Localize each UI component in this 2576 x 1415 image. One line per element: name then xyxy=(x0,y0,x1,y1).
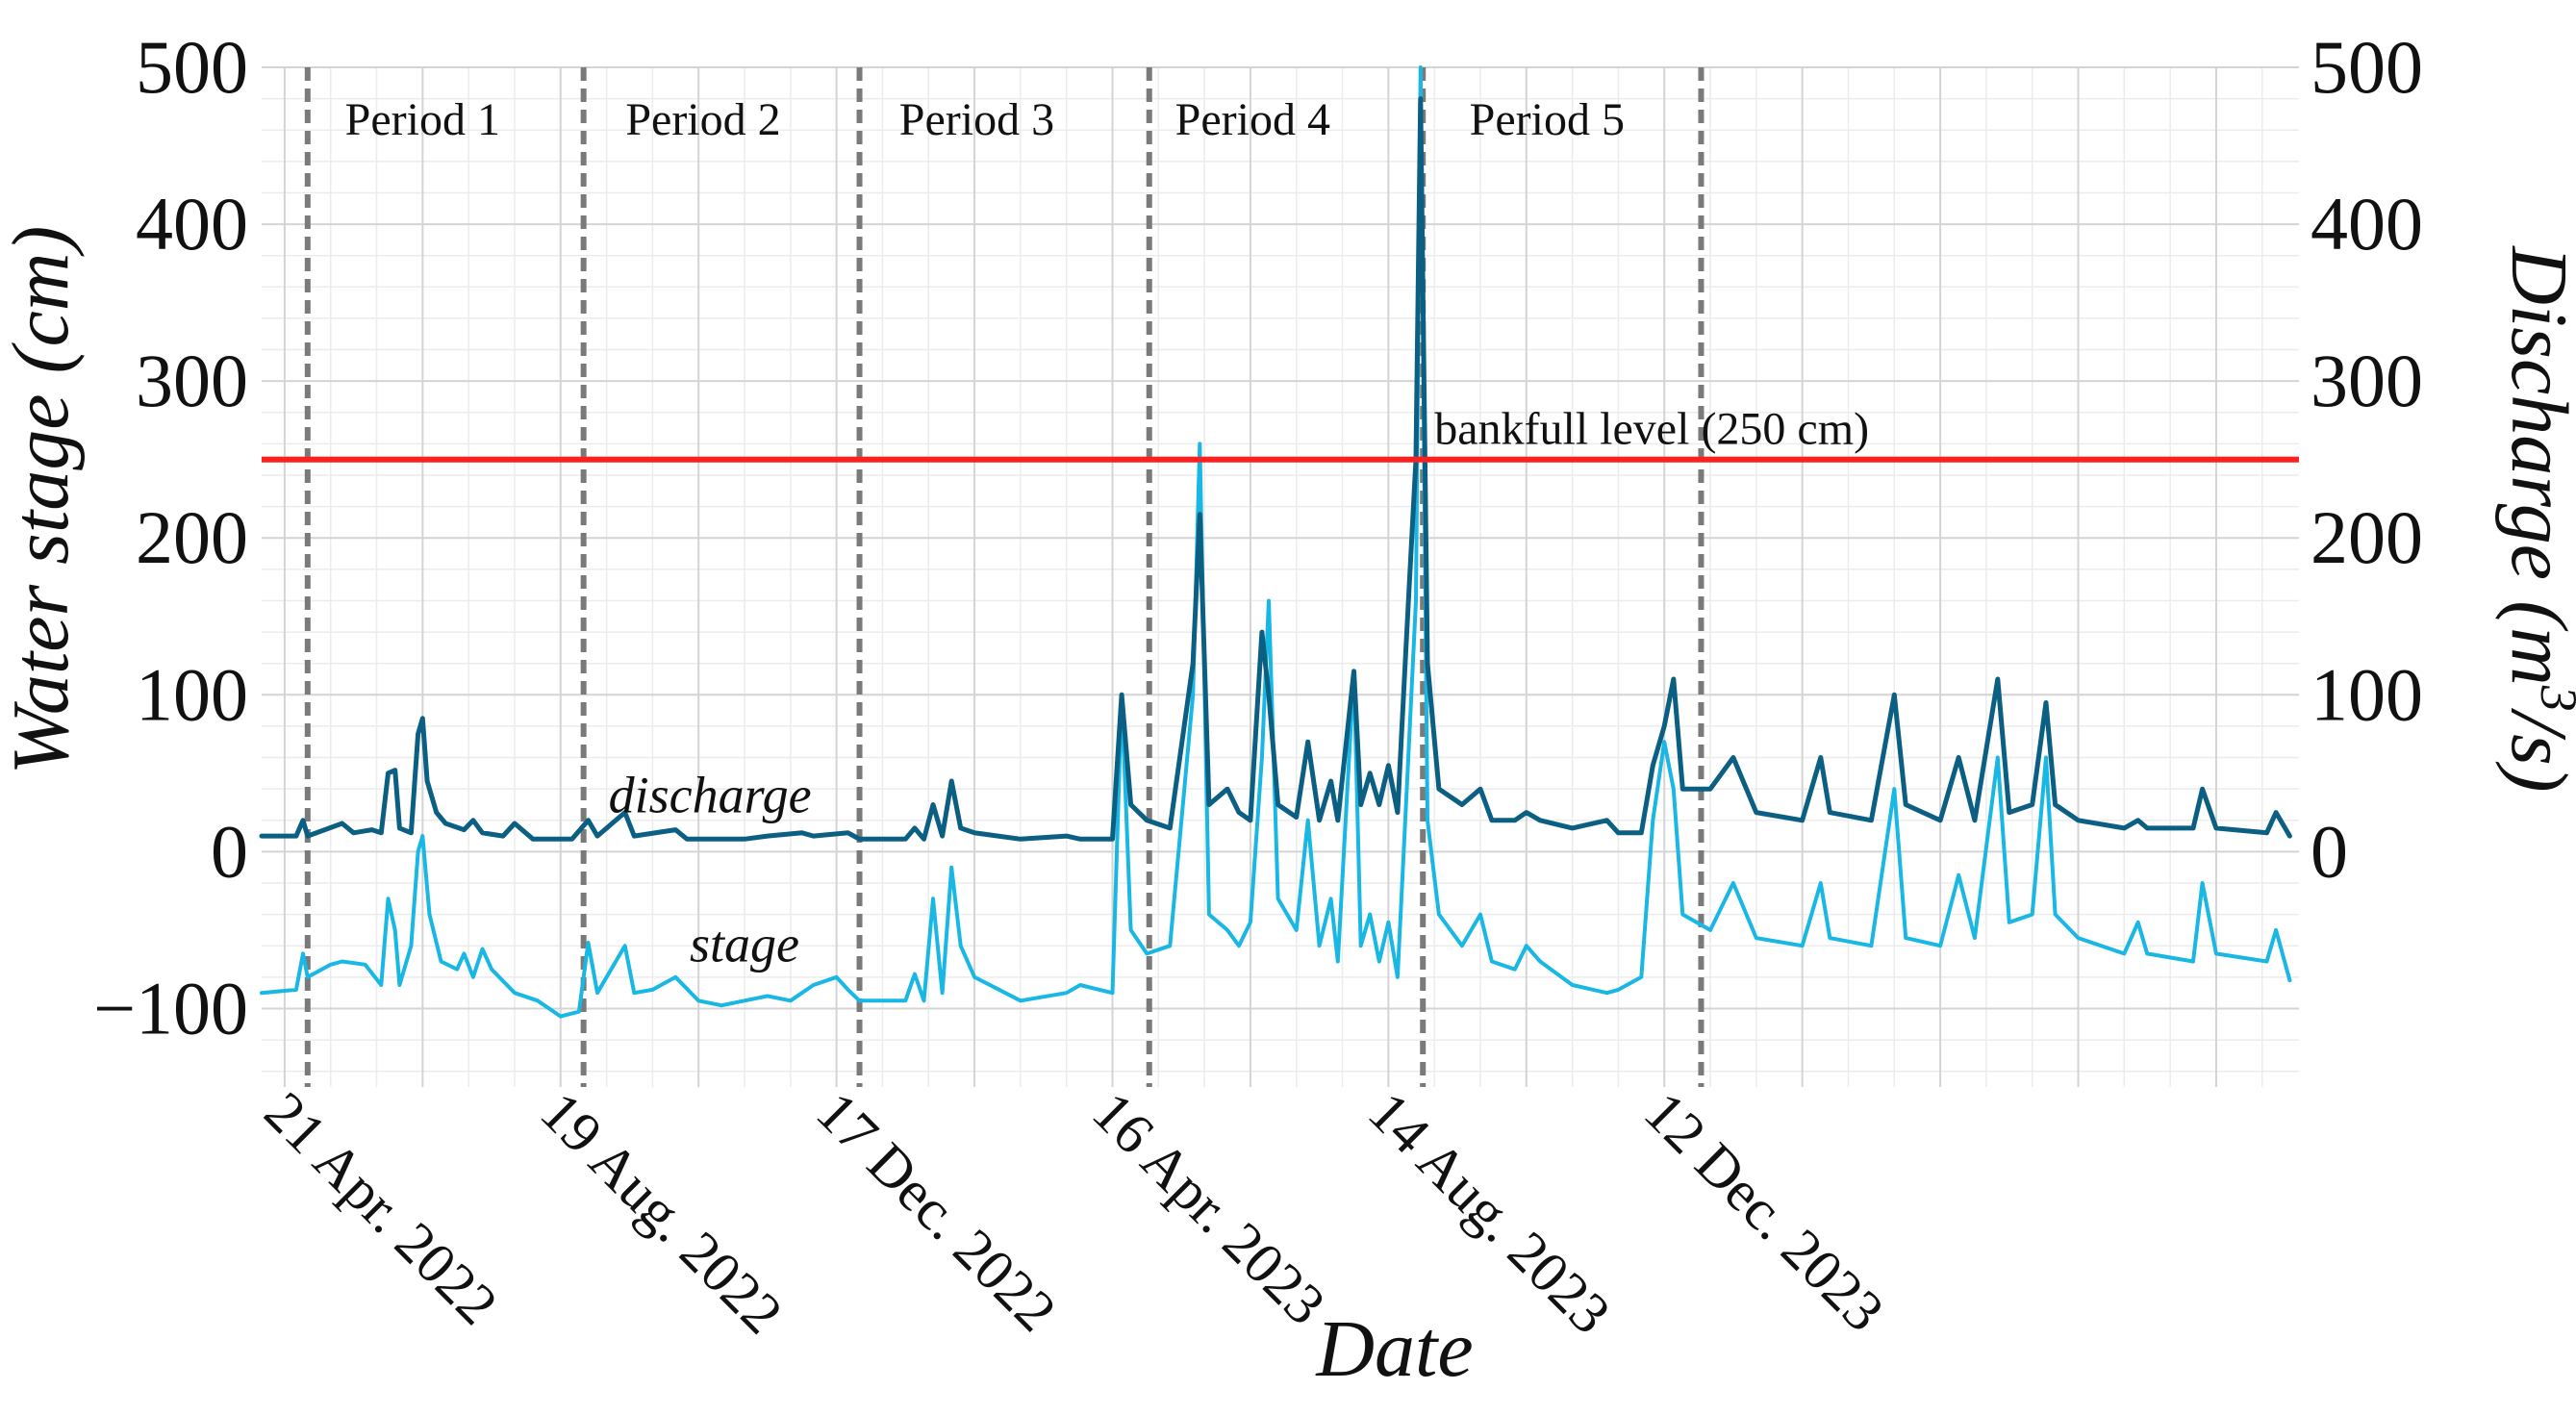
left-y-tick-label: 200 xyxy=(136,495,248,579)
period-label: Period 5 xyxy=(1470,94,1625,145)
left-y-axis-title: Water stage (cm) xyxy=(0,226,86,775)
series-layer xyxy=(259,65,2292,1019)
period-label: Period 1 xyxy=(345,94,500,145)
right-y-tick-label: 300 xyxy=(2311,339,2423,422)
right-y-tick-label: 100 xyxy=(2311,652,2423,736)
right-y-axis-title-unit: /s) xyxy=(2494,708,2576,793)
minor-grid xyxy=(262,67,2299,1087)
right-y-tick-label: 400 xyxy=(2311,182,2423,265)
major-grid xyxy=(262,66,2299,1087)
right-y-axis-title: Discharge (m3/s) xyxy=(2494,245,2576,792)
left-y-tick-label: 500 xyxy=(136,25,248,109)
period-label: Period 3 xyxy=(899,94,1054,145)
bankfull-label: bankfull level (250 cm) xyxy=(1434,404,1869,455)
bankfull-layer: bankfull level (250 cm) xyxy=(262,404,2299,463)
series-annotation-stage: stage xyxy=(690,916,799,973)
period-label: Period 2 xyxy=(625,94,780,145)
series-line-discharge xyxy=(259,96,2292,842)
right-y-tick-label: 0 xyxy=(2311,809,2348,893)
series-annotation-discharge: discharge xyxy=(609,767,812,824)
right-y-tick-label: 200 xyxy=(2311,495,2423,579)
left-y-tick-label: 0 xyxy=(211,809,248,893)
series-line-stage xyxy=(260,65,2292,1019)
right-y-axis-title-main: Discharge (m xyxy=(2494,245,2576,685)
left-y-tick-label: 100 xyxy=(136,652,248,736)
period-label: Period 4 xyxy=(1175,94,1330,145)
right-y-tick-label: 500 xyxy=(2311,25,2423,109)
left-y-tick-label: 300 xyxy=(136,339,248,422)
left-y-tick-label: 400 xyxy=(136,182,248,265)
left-y-tick-label: −100 xyxy=(93,966,248,1049)
right-y-axis-title-superscript: 3 xyxy=(2530,685,2576,712)
x-axis-title: Date xyxy=(1315,1304,1473,1394)
